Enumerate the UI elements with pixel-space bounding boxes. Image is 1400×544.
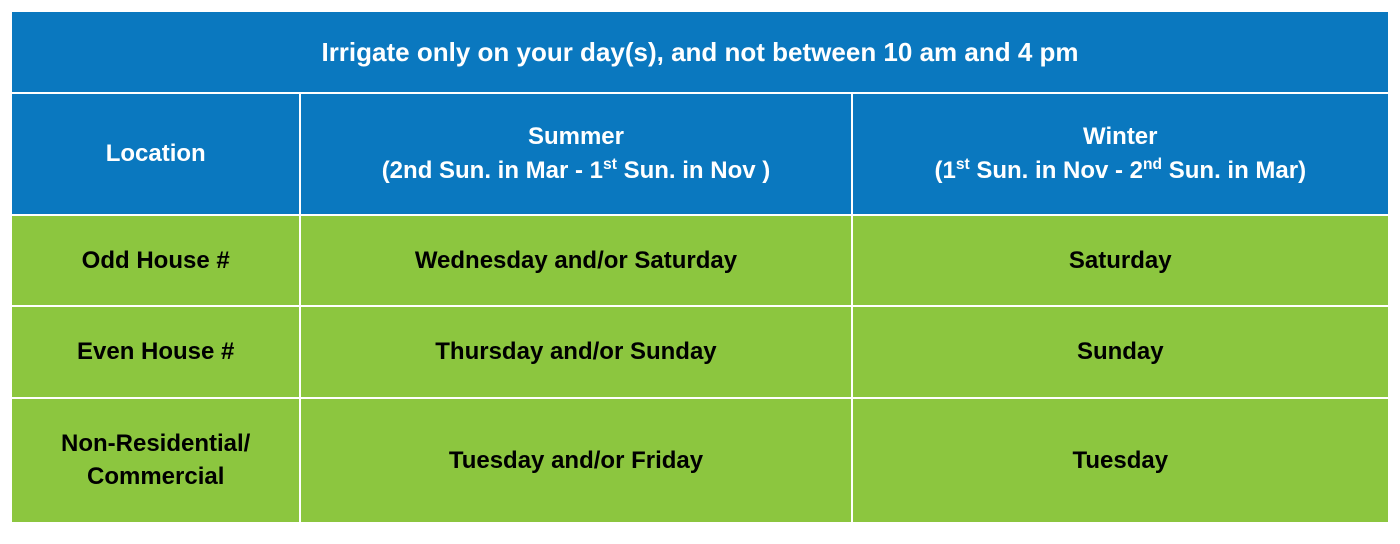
cell-winter: Sunday [852, 306, 1389, 398]
banner-cell: Irrigate only on your day(s), and not be… [11, 11, 1389, 93]
col-location-line1: Location [22, 137, 289, 171]
cell-winter: Tuesday [852, 398, 1389, 523]
cell-location-line1: Non-Residential/ [22, 427, 289, 461]
cell-location: Odd House # [11, 215, 300, 307]
table-row: Even House # Thursday and/or Sunday Sund… [11, 306, 1389, 398]
col-summer-line2: (2nd Sun. in Mar - 1st Sun. in Nov ) [311, 154, 840, 188]
cell-summer: Tuesday and/or Friday [300, 398, 851, 523]
col-winter: Winter (1st Sun. in Nov - 2nd Sun. in Ma… [852, 93, 1389, 214]
cell-winter: Saturday [852, 215, 1389, 307]
col-summer: Summer (2nd Sun. in Mar - 1st Sun. in No… [300, 93, 851, 214]
col-summer-line1: Summer [311, 120, 840, 154]
cell-summer: Wednesday and/or Saturday [300, 215, 851, 307]
cell-summer: Thursday and/or Sunday [300, 306, 851, 398]
col-location: Location [11, 93, 300, 214]
cell-location-line2: Commercial [22, 460, 289, 494]
irrigation-schedule-table: Irrigate only on your day(s), and not be… [10, 10, 1390, 524]
cell-location: Non-Residential/ Commercial [11, 398, 300, 523]
table-row: Non-Residential/ Commercial Tuesday and/… [11, 398, 1389, 523]
banner-row: Irrigate only on your day(s), and not be… [11, 11, 1389, 93]
col-winter-line2: (1st Sun. in Nov - 2nd Sun. in Mar) [863, 154, 1378, 188]
table-row: Odd House # Wednesday and/or Saturday Sa… [11, 215, 1389, 307]
cell-location-line1: Odd House # [22, 244, 289, 278]
col-winter-line1: Winter [863, 120, 1378, 154]
cell-location: Even House # [11, 306, 300, 398]
irrigation-schedule-table-wrap: Irrigate only on your day(s), and not be… [0, 0, 1400, 544]
cell-location-line1: Even House # [22, 335, 289, 369]
column-header-row: Location Summer (2nd Sun. in Mar - 1st S… [11, 93, 1389, 214]
